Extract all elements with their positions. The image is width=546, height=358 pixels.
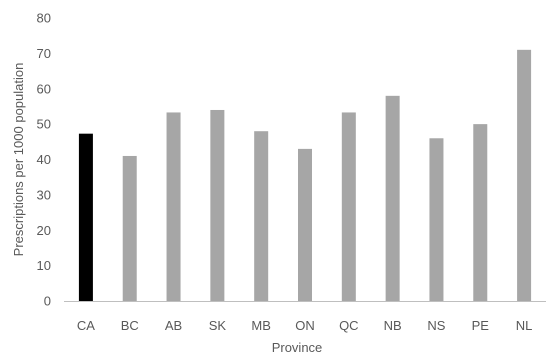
bar-mb xyxy=(254,131,268,301)
bar-bc xyxy=(123,156,137,301)
x-tick-label-sk: SK xyxy=(209,318,227,333)
bar-nl xyxy=(517,50,531,301)
y-axis-title: Prescriptions per 1000 population xyxy=(11,63,26,257)
bar-on xyxy=(298,149,312,301)
bar-ns xyxy=(429,138,443,301)
y-tick-label: 30 xyxy=(37,187,51,202)
x-tick-label-nb: NB xyxy=(384,318,402,333)
x-axis-title: Province xyxy=(272,340,323,355)
y-tick-label: 10 xyxy=(37,258,51,273)
y-tick-label: 70 xyxy=(37,46,51,61)
bar-sk xyxy=(210,110,224,301)
y-axis-ticks: 0 10 20 30 40 50 60 70 80 xyxy=(37,11,51,309)
bar-nb xyxy=(386,96,400,301)
bars-group xyxy=(79,50,531,301)
y-tick-label: 40 xyxy=(37,152,51,167)
x-tick-label-on: ON xyxy=(295,318,315,333)
x-tick-label-bc: BC xyxy=(121,318,139,333)
bar-ca xyxy=(79,134,93,301)
bar-ab xyxy=(167,112,181,301)
x-tick-label-qc: QC xyxy=(339,318,359,333)
y-tick-label: 50 xyxy=(37,117,51,132)
y-tick-label: 60 xyxy=(37,81,51,96)
y-tick-label: 0 xyxy=(44,294,51,309)
bar-pe xyxy=(473,124,487,301)
x-tick-label-ca: CA xyxy=(77,318,95,333)
x-tick-label-ns: NS xyxy=(427,318,445,333)
y-tick-label: 20 xyxy=(37,223,51,238)
x-axis-ticks: CA BC AB SK MB ON QC NB NS PE NL xyxy=(77,318,533,333)
x-tick-label-pe: PE xyxy=(472,318,490,333)
x-tick-label-nl: NL xyxy=(516,318,533,333)
x-tick-label-mb: MB xyxy=(251,318,271,333)
y-tick-label: 80 xyxy=(37,11,51,26)
x-tick-label-ab: AB xyxy=(165,318,182,333)
bar-qc xyxy=(342,112,356,301)
